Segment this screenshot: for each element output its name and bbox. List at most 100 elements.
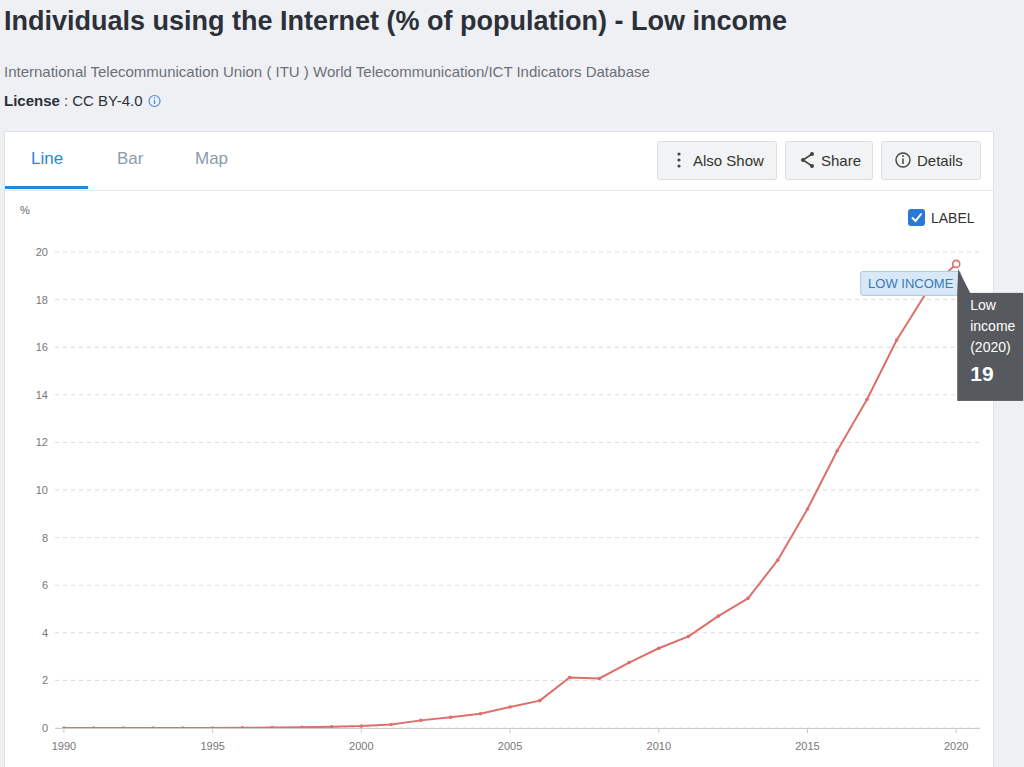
button-label: Details (917, 152, 963, 169)
data-point (330, 725, 334, 728)
label-toggle-text: LABEL (931, 210, 975, 226)
y-axis-label: % (20, 204, 30, 216)
y-tick-label: 18 (36, 294, 48, 306)
button-label: Also Show (693, 152, 764, 169)
data-point (211, 726, 215, 728)
source: International Telecommunication Union ( … (4, 63, 650, 80)
button-box (658, 142, 777, 180)
data-point (657, 646, 661, 650)
share-node (810, 152, 814, 156)
x-tick-label: 1990 (52, 740, 76, 752)
tooltip-x: (2020) (970, 339, 1010, 355)
data-point (419, 719, 423, 723)
tab[interactable]: Map (195, 149, 228, 168)
y-tick-label: 14 (36, 389, 48, 401)
tooltip-label-line: Low (970, 297, 997, 313)
toolbar-button[interactable]: Share (786, 142, 873, 180)
button-label: Share (821, 152, 861, 169)
x-tick-label: 2015 (795, 740, 819, 752)
grid-line (55, 347, 980, 348)
y-tick-label: 20 (36, 246, 48, 258)
tooltip-box (957, 293, 1023, 401)
info-dot (154, 97, 156, 99)
data-point (568, 676, 572, 680)
y-tick-label: 6 (42, 579, 48, 591)
x-axis (55, 728, 980, 729)
tab-separator (5, 190, 993, 191)
data-point (449, 715, 453, 719)
y-tick-label: 4 (42, 627, 48, 639)
data-point (865, 398, 869, 402)
details-icon (896, 153, 910, 167)
grid-line (55, 632, 980, 633)
tab-underline (5, 186, 88, 189)
y-tick-label: 16 (36, 341, 48, 353)
data-point (538, 699, 542, 703)
data-point (151, 726, 155, 728)
series-group (62, 260, 960, 728)
grid-line (55, 490, 980, 491)
page: {"chart_data": { "type": "line", "title"… (0, 0, 1024, 767)
menu-dot (677, 164, 680, 167)
tooltip-pointer (957, 269, 970, 293)
x-tick (212, 728, 213, 733)
data-point (687, 635, 691, 639)
checkmark (912, 214, 922, 222)
chart-page: Individuals using the Internet (% of pop… (0, 0, 1024, 767)
data-point (300, 725, 304, 728)
grid-line (55, 394, 980, 395)
data-point (270, 726, 274, 728)
grid-line (55, 252, 980, 253)
x-tick (361, 728, 362, 733)
button-box (882, 142, 981, 180)
y-tick-label: 8 (42, 532, 48, 544)
data-point (62, 726, 66, 728)
data-point (953, 260, 960, 267)
series-label: LOW INCOME (861, 271, 961, 295)
tooltip-label: Low income (970, 297, 1015, 334)
data-line (64, 264, 956, 728)
toolbar-button[interactable]: Details (882, 142, 981, 180)
data-point (241, 726, 245, 728)
data-point (627, 661, 631, 665)
x-tick-label: 2005 (498, 740, 522, 752)
data-point (92, 726, 96, 728)
share-node (801, 158, 805, 162)
data-point (122, 726, 126, 728)
x-tick (956, 728, 957, 733)
toolbar-button[interactable]: Also Show (658, 142, 777, 180)
title: Individuals using the Internet (% of pop… (4, 6, 787, 36)
grid-line (55, 585, 980, 586)
data-point (746, 596, 750, 600)
chart-card (5, 132, 994, 767)
data-point (716, 614, 720, 618)
data-point (360, 724, 364, 728)
y-tick-label: 12 (36, 436, 48, 448)
menu-dot (677, 152, 680, 155)
tab[interactable]: Bar (117, 149, 144, 168)
data-point (806, 507, 810, 511)
grid-line (55, 299, 980, 300)
x-tick-label: 2020 (944, 740, 968, 752)
data-point (895, 338, 899, 342)
series-label-box (861, 271, 961, 295)
share-node (810, 164, 814, 168)
tooltip-label-line: income (970, 318, 1015, 334)
x-tick (510, 728, 511, 733)
x-tick-label: 1995 (200, 740, 224, 752)
y-tick-label: 10 (36, 484, 48, 496)
info-icon (149, 96, 160, 107)
grid-line (55, 537, 980, 538)
info-stem (154, 100, 155, 104)
data-point (479, 712, 483, 716)
grid-line (55, 680, 980, 681)
x-tick (658, 728, 659, 733)
data-point (835, 449, 839, 453)
x-tick-label: 2000 (349, 740, 373, 752)
tab[interactable]: Line (31, 149, 63, 168)
data-point (389, 723, 393, 727)
label-toggle[interactable]: LABEL (908, 209, 975, 226)
checkbox (908, 209, 925, 226)
y-tick-label: 0 (42, 722, 48, 734)
tooltip: Lowincome(2020)19 (957, 269, 1023, 401)
